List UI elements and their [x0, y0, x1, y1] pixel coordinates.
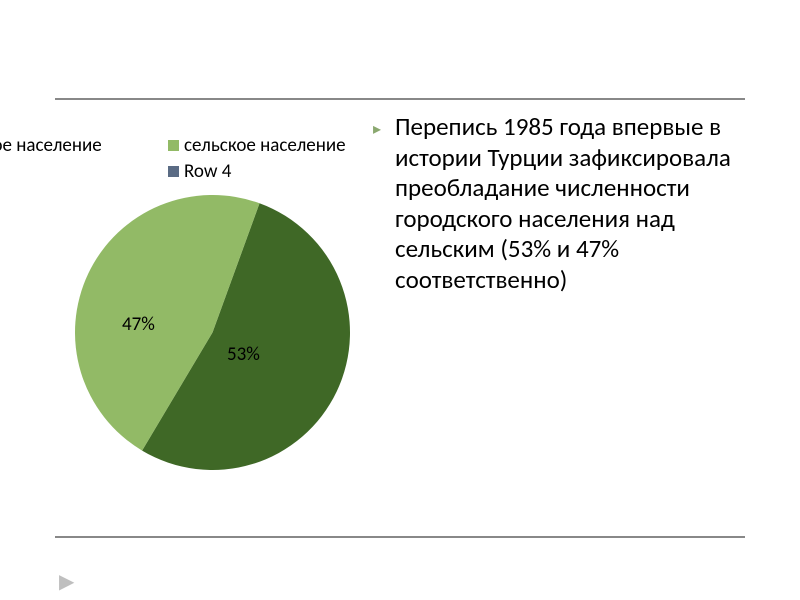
pie-svg	[75, 195, 350, 470]
legend-item: w 3	[0, 159, 150, 185]
legend-swatch	[168, 140, 179, 151]
divider-bottom	[55, 536, 745, 538]
legend-label: одское население	[0, 133, 102, 159]
chart-legend: одское население сельское население w 3 Ro…	[0, 133, 360, 184]
bullet-icon: ▸	[373, 120, 381, 140]
corner-arrow-icon: ▶	[59, 569, 74, 594]
legend-label: сельское население	[184, 133, 346, 159]
pie-slice-label: 53%	[227, 343, 260, 366]
legend-label: Row 4	[184, 159, 231, 185]
divider-top	[55, 98, 745, 100]
legend-item: одское население	[0, 133, 150, 159]
legend-row: одское население сельское население	[0, 133, 360, 159]
legend-swatch	[168, 166, 179, 177]
slide: одское население сельское население w 3 Ro…	[0, 0, 800, 600]
pie-slice-label: 47%	[122, 313, 155, 336]
body-text: ▸ Перепись 1985 года впервые в истории Т…	[395, 112, 750, 295]
body-text-content: Перепись 1985 года впервые в истории Тур…	[395, 111, 731, 295]
legend-row: w 3 Row 4	[0, 159, 360, 185]
legend-item: сельское население	[168, 133, 346, 159]
legend-item: Row 4	[168, 159, 231, 185]
pie-chart: 53% 47%	[75, 195, 350, 470]
